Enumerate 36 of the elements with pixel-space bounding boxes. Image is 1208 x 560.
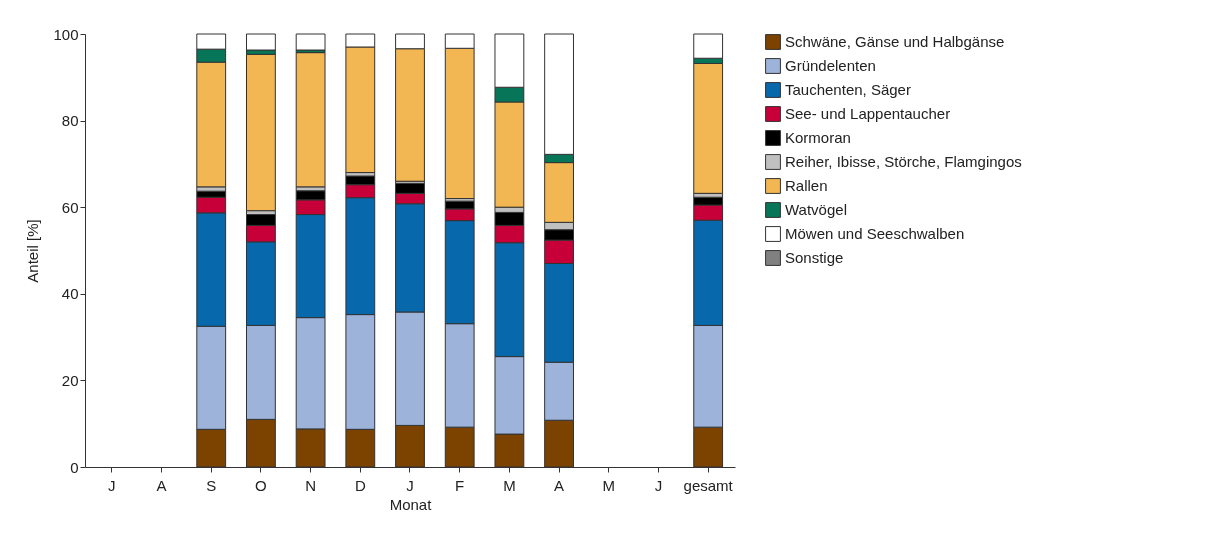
legend-label: Gründelenten	[785, 57, 876, 74]
x-tick-label: F	[455, 476, 465, 494]
y-tick-label: 40	[61, 285, 79, 303]
x-tick-label: S	[206, 476, 217, 494]
legend-label: Möwen und Seeschwalben	[785, 225, 965, 242]
x-tick-label: A	[554, 476, 565, 494]
x-tick-label: J	[108, 476, 116, 494]
legend-label: Kormoran	[785, 129, 851, 146]
y-tick-label: 80	[61, 112, 79, 130]
x-tick-label: A	[156, 476, 167, 494]
x-axis-title: Monat	[389, 495, 433, 513]
bar	[295, 52, 326, 188]
y-tick-label: 0	[70, 458, 79, 476]
y-tick-label: 100	[53, 25, 79, 43]
legend-label: See- und Lappentaucher	[785, 105, 951, 122]
x-tick-label: J	[654, 476, 663, 494]
x-tick-label: M	[602, 476, 616, 494]
x-tick-label: O	[255, 476, 267, 494]
legend-label: Schwäne, Gänse und Halbgänse	[785, 33, 1005, 50]
bar	[246, 53, 276, 212]
bar	[693, 62, 724, 194]
y-tick-label: 60	[61, 198, 79, 216]
legend-label: Reiher, Ibisse, Störche, Flamgingos	[785, 153, 1022, 170]
x-tick-label: J	[406, 476, 414, 494]
x-tick-label: D	[354, 476, 366, 494]
legend-label: Rallen	[785, 177, 828, 194]
bar	[295, 33, 326, 51]
legend-label: Sonstige	[785, 249, 844, 266]
x-tick-label: M	[503, 476, 516, 494]
x-tick-label: N	[305, 476, 317, 494]
legend-label: Tauchenten, Säger	[785, 81, 911, 98]
y-tick-label: 20	[61, 371, 79, 389]
legend-label: Watvögel	[785, 201, 847, 218]
y-axis-title: Anteil [%]	[24, 219, 42, 283]
bar	[246, 33, 276, 51]
x-tick-label: gesamt	[683, 476, 734, 494]
